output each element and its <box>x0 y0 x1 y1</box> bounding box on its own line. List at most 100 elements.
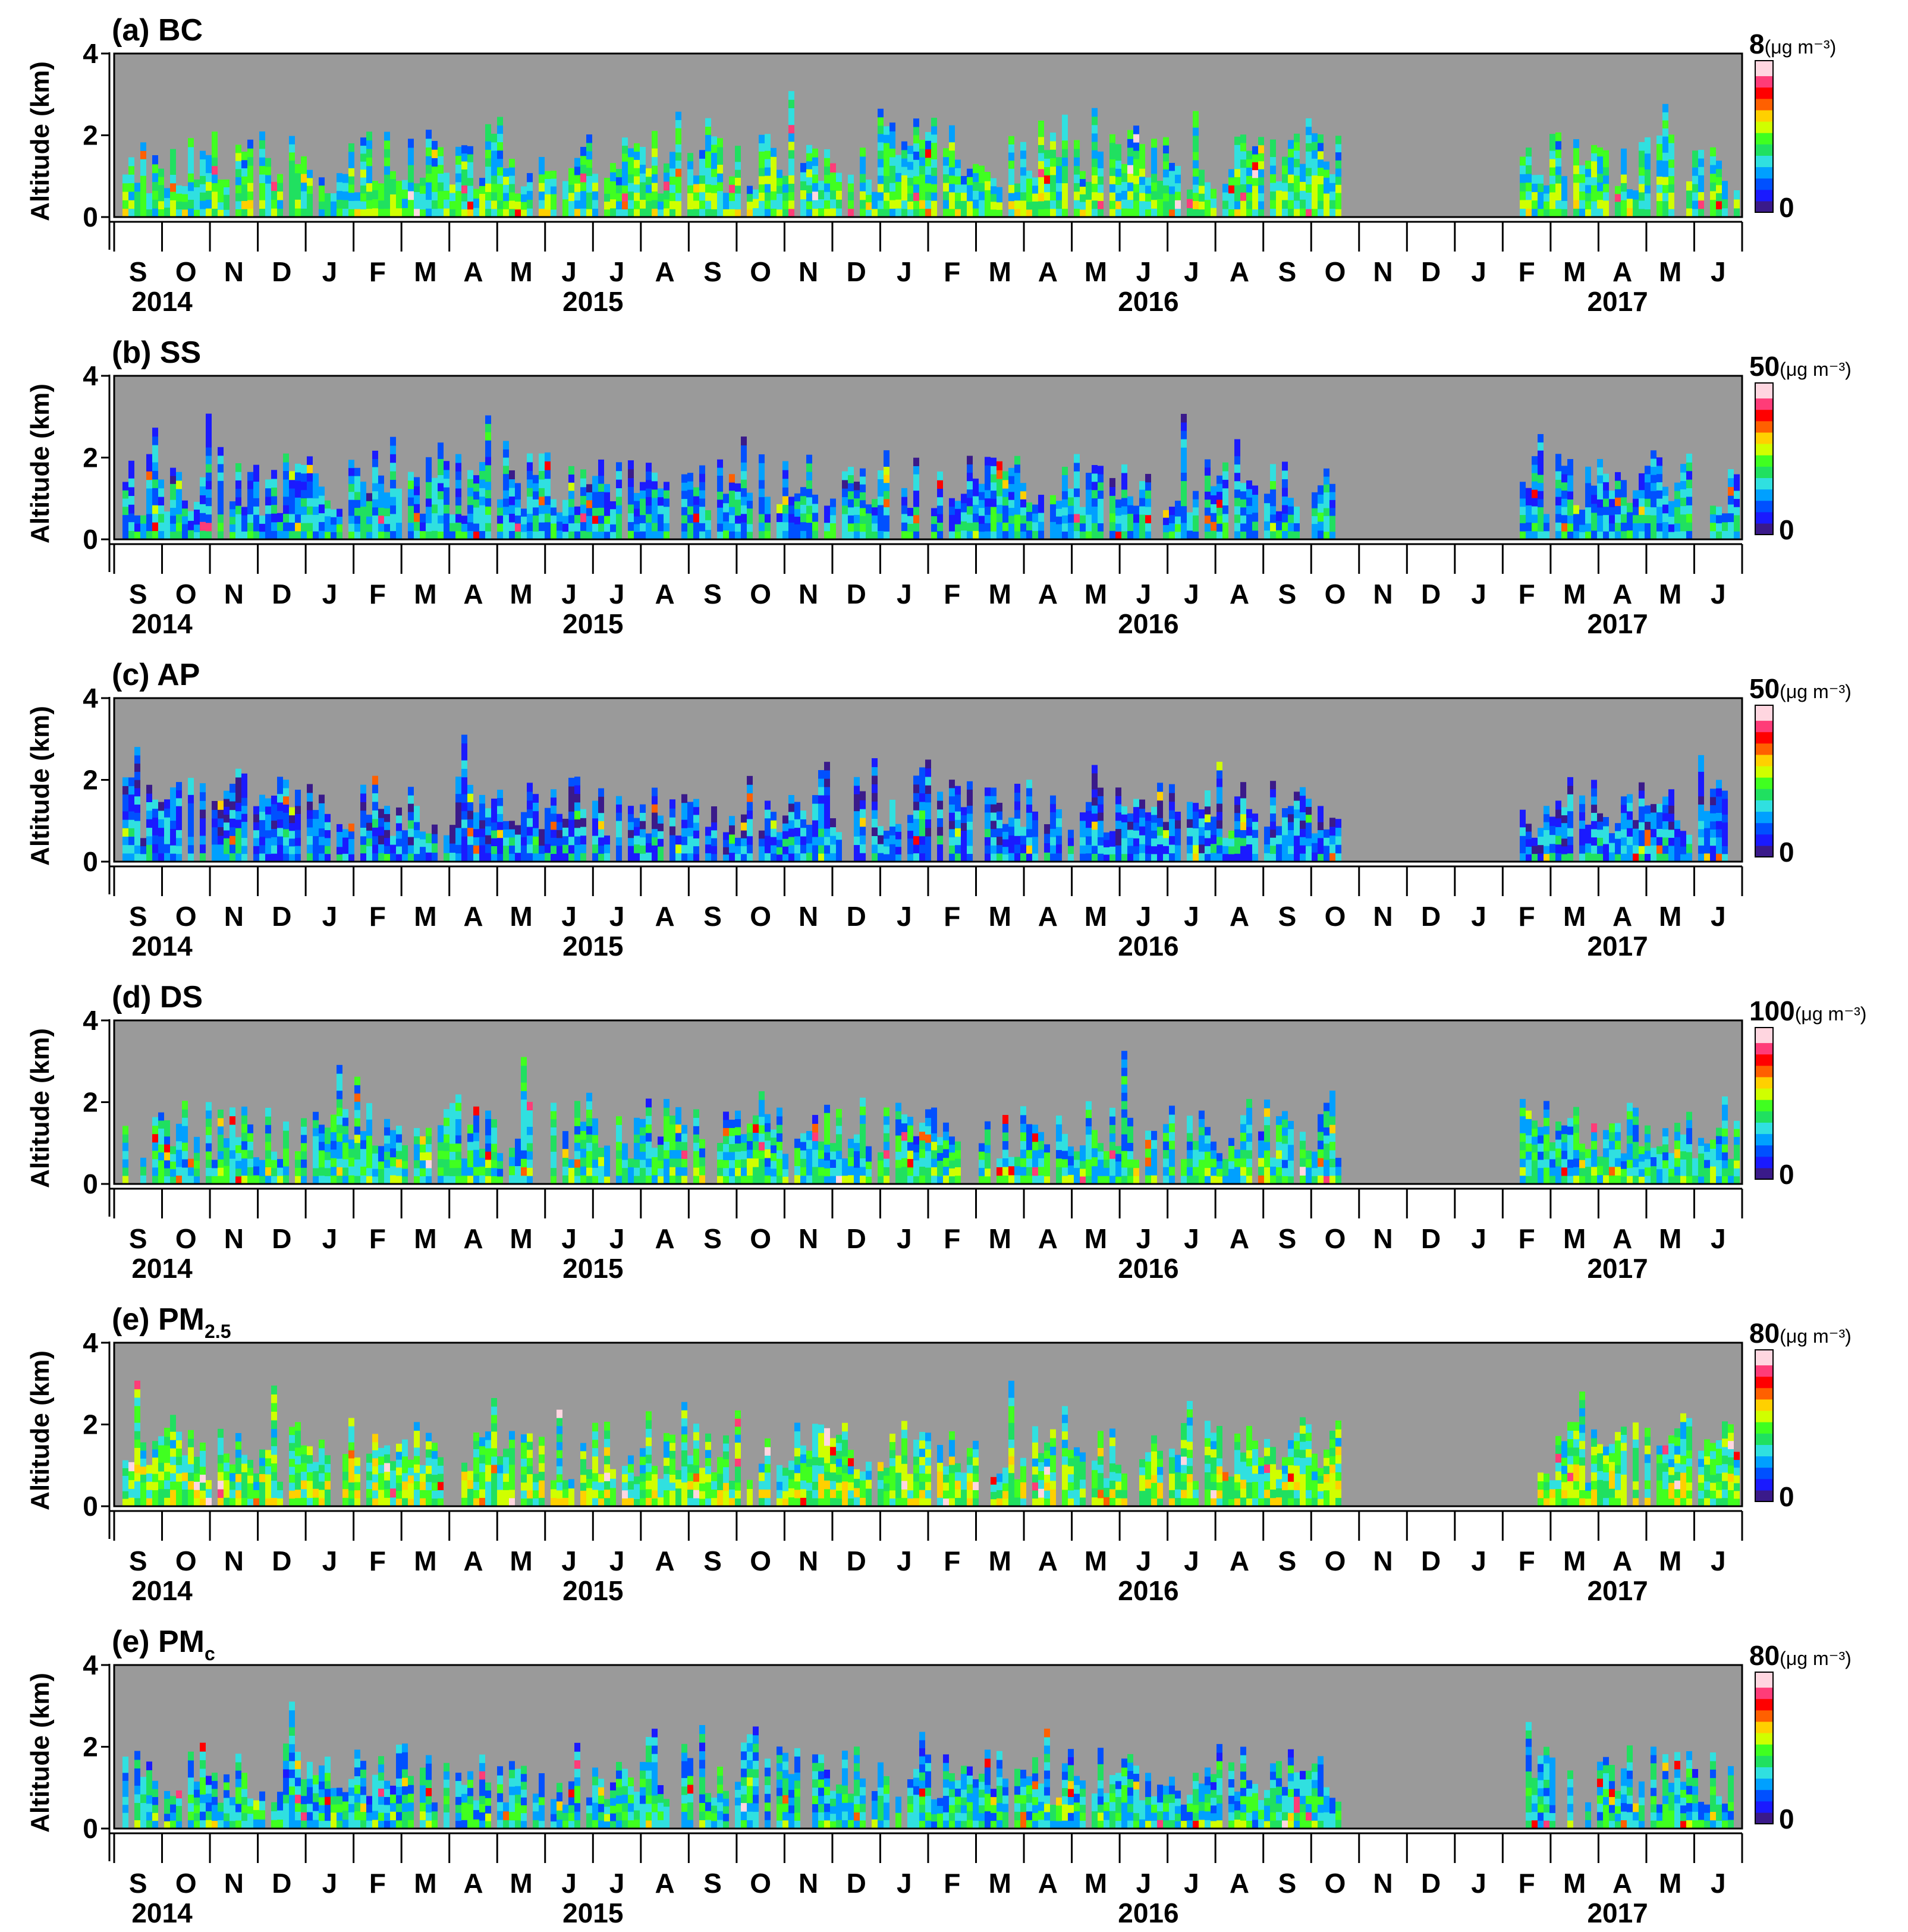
data-cell <box>301 174 307 183</box>
data-cell <box>128 530 134 540</box>
data-cell <box>319 201 325 210</box>
data-cell <box>1139 498 1145 507</box>
data-cell <box>1169 186 1175 194</box>
data-cell <box>616 462 622 472</box>
data-cell <box>432 183 438 192</box>
data-cell <box>1193 159 1199 169</box>
data-cell <box>1234 200 1240 209</box>
data-cell <box>479 513 485 523</box>
data-cell <box>301 514 307 523</box>
data-cell <box>390 835 396 845</box>
data-cell <box>1532 506 1538 515</box>
data-cell <box>444 461 450 470</box>
data-cell <box>1270 805 1276 814</box>
data-cell <box>1127 829 1133 838</box>
data-cell <box>848 200 854 209</box>
data-cell <box>1335 209 1341 218</box>
data-cell <box>711 806 717 815</box>
data-cell <box>598 531 604 540</box>
data-cell <box>955 200 961 209</box>
data-cell <box>1008 144 1014 153</box>
data-cell <box>455 811 461 820</box>
data-cell <box>925 768 931 777</box>
data-cell <box>717 147 723 156</box>
data-cell <box>230 801 235 811</box>
data-cell <box>384 140 390 149</box>
data-cell <box>1538 531 1544 540</box>
data-cell <box>307 456 313 465</box>
data-cell <box>1240 830 1246 838</box>
data-cell <box>1633 828 1639 837</box>
data-cell <box>212 157 218 167</box>
data-cell <box>735 515 741 524</box>
data-cell <box>1211 530 1217 540</box>
data-cell <box>1133 175 1139 184</box>
data-cell <box>1692 184 1698 193</box>
data-cell <box>598 507 604 516</box>
data-cell <box>1306 134 1312 143</box>
data-cell <box>473 499 479 508</box>
data-cell <box>283 513 289 523</box>
data-cell <box>705 184 711 193</box>
data-cell <box>485 853 491 862</box>
colorbar-segment <box>1755 811 1773 816</box>
data-cell <box>277 836 283 845</box>
data-cell <box>1014 200 1020 209</box>
data-cell <box>1092 805 1098 814</box>
data-cell <box>937 835 943 845</box>
data-cell <box>432 191 438 201</box>
data-cell <box>895 831 901 840</box>
data-cell <box>812 183 818 192</box>
data-cell <box>1092 773 1098 782</box>
data-cell <box>693 209 699 218</box>
data-cell <box>901 488 907 497</box>
data-cell <box>1324 531 1329 540</box>
data-cell <box>1282 522 1288 531</box>
data-cell <box>1674 853 1680 862</box>
data-cell <box>337 846 342 855</box>
data-cell <box>414 837 420 846</box>
data-cell <box>426 523 432 532</box>
data-cell <box>360 506 366 515</box>
data-cell <box>925 174 931 184</box>
data-cell <box>230 784 235 793</box>
data-cell <box>771 182 777 191</box>
data-cell <box>699 208 705 218</box>
data-cell <box>176 497 182 506</box>
data-cell <box>342 200 348 209</box>
data-cell <box>1115 820 1121 830</box>
data-cell <box>872 208 878 218</box>
data-cell <box>747 492 753 501</box>
data-cell <box>866 530 872 540</box>
data-cell <box>1080 837 1086 846</box>
data-cell <box>955 192 961 201</box>
data-cell <box>967 184 973 193</box>
data-cell <box>1217 787 1222 796</box>
data-cell <box>1603 531 1609 540</box>
colorbar-segment <box>1755 455 1773 460</box>
data-cell <box>985 171 991 181</box>
data-cell <box>1133 799 1139 808</box>
data-cell <box>1645 837 1651 846</box>
data-cell <box>1312 531 1318 540</box>
data-cell <box>699 482 705 491</box>
data-cell <box>182 516 188 524</box>
colorbar-segment <box>1755 530 1773 535</box>
data-cell <box>616 496 622 505</box>
data-cell <box>598 805 604 813</box>
data-cell <box>693 175 699 184</box>
data-cell <box>1270 821 1276 830</box>
data-cell <box>1092 797 1098 806</box>
data-cell <box>1716 845 1722 854</box>
data-cell <box>771 208 777 218</box>
data-cell <box>931 516 937 524</box>
data-cell <box>1538 191 1544 201</box>
data-cell <box>586 134 592 143</box>
data-cell <box>1205 806 1211 815</box>
data-cell <box>1163 201 1169 210</box>
data-cell <box>378 531 384 540</box>
data-cell <box>402 853 408 862</box>
data-cell <box>973 522 979 531</box>
data-cell <box>586 192 592 201</box>
data-cell <box>158 1160 164 1168</box>
